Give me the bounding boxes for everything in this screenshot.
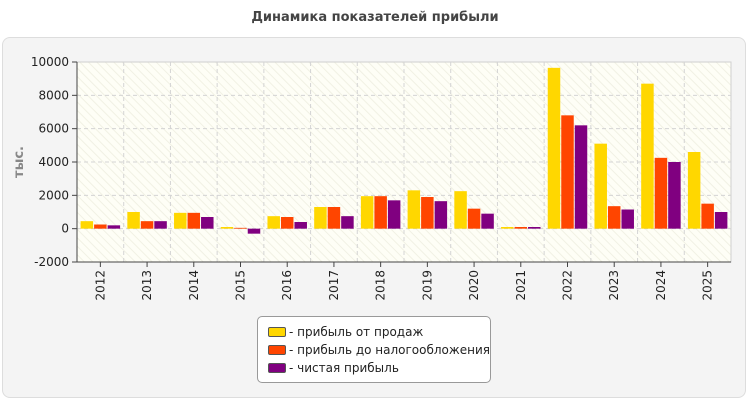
legend-item: - чистая прибыль bbox=[268, 359, 490, 377]
bar-2-2019 bbox=[421, 197, 434, 229]
bar-2-2018 bbox=[374, 196, 387, 229]
legend-swatch bbox=[268, 327, 286, 337]
x-tick-label: 2018 bbox=[374, 270, 388, 301]
bar-2-2022 bbox=[561, 115, 574, 229]
bar-2-2013 bbox=[140, 221, 154, 229]
bar-1-2016 bbox=[267, 216, 280, 229]
bar-2-2017 bbox=[327, 207, 341, 229]
bar-3-2023 bbox=[621, 209, 634, 229]
chart-title: Динамика показателей прибыли bbox=[251, 10, 499, 25]
x-tick-label: 2012 bbox=[93, 270, 107, 301]
bar-3-2024 bbox=[668, 162, 681, 229]
x-tick-label: 2014 bbox=[187, 270, 201, 301]
bar-1-2019 bbox=[407, 190, 421, 229]
bar-2-2024 bbox=[654, 157, 668, 229]
bar-1-2012 bbox=[80, 221, 94, 229]
bar-3-2015 bbox=[247, 228, 261, 234]
y-tick-label: 10000 bbox=[31, 55, 69, 69]
bar-1-2018 bbox=[360, 196, 374, 229]
bar-3-2021 bbox=[528, 227, 541, 229]
legend: - прибыль от продаж - прибыль до налогооб… bbox=[257, 316, 491, 383]
bar-2-2014 bbox=[187, 212, 201, 229]
bar-2-2020 bbox=[467, 208, 481, 229]
x-tick-label: 2017 bbox=[327, 270, 341, 301]
bar-2-2015 bbox=[234, 227, 247, 229]
x-tick-label: 2015 bbox=[234, 270, 248, 301]
bar-3-2022 bbox=[574, 125, 588, 229]
bar-1-2015 bbox=[220, 227, 234, 229]
bar-3-2025 bbox=[714, 212, 728, 229]
bar-2-2012 bbox=[94, 224, 107, 229]
bar-3-2019 bbox=[434, 201, 448, 229]
x-tick-label: 2020 bbox=[467, 270, 481, 301]
y-tick-label: 2000 bbox=[38, 188, 69, 202]
bar-1-2020 bbox=[454, 191, 467, 229]
y-tick-label: 4000 bbox=[38, 155, 69, 169]
legend-item: - прибыль от продаж bbox=[268, 323, 490, 341]
x-tick-label: 2022 bbox=[561, 270, 575, 301]
y-tick-label: -2000 bbox=[34, 255, 69, 269]
y-tick-label: 6000 bbox=[38, 122, 69, 136]
x-tick-label: 2021 bbox=[514, 270, 528, 301]
x-tick-label: 2023 bbox=[607, 270, 621, 301]
legend-label: - чистая прибыль bbox=[289, 361, 399, 375]
bar-3-2012 bbox=[107, 225, 121, 229]
bar-1-2024 bbox=[641, 83, 654, 229]
bar-1-2014 bbox=[174, 212, 187, 229]
x-tick-label: 2025 bbox=[701, 270, 715, 301]
y-axis-label: тыс. bbox=[12, 146, 27, 178]
bar-2-2016 bbox=[280, 217, 294, 229]
x-tick-label: 2024 bbox=[654, 270, 668, 301]
y-tick-label: 8000 bbox=[38, 88, 69, 102]
bar-1-2021 bbox=[501, 227, 514, 229]
x-tick-label: 2019 bbox=[420, 270, 434, 301]
bar-3-2013 bbox=[154, 221, 167, 229]
bar-3-2017 bbox=[341, 216, 354, 229]
bar-1-2017 bbox=[314, 207, 327, 229]
bar-2-2021 bbox=[514, 227, 528, 229]
bar-1-2023 bbox=[594, 143, 607, 229]
y-tick-label: 0 bbox=[61, 222, 69, 236]
bar-3-2016 bbox=[294, 222, 307, 229]
bar-1-2013 bbox=[127, 212, 140, 229]
x-tick-label: 2016 bbox=[280, 270, 294, 301]
bar-2-2025 bbox=[701, 203, 714, 229]
legend-label: - прибыль от продаж bbox=[289, 325, 424, 339]
x-tick-label: 2013 bbox=[140, 270, 154, 301]
bar-1-2022 bbox=[547, 67, 561, 229]
bar-3-2014 bbox=[201, 217, 214, 229]
legend-swatch bbox=[268, 363, 286, 373]
legend-item: - прибыль до налогообложения bbox=[268, 341, 490, 359]
legend-swatch bbox=[268, 345, 286, 355]
legend-label: - прибыль до налогообложения bbox=[289, 343, 490, 357]
bar-1-2025 bbox=[687, 152, 701, 229]
bar-3-2020 bbox=[481, 213, 494, 229]
bar-2-2023 bbox=[607, 206, 621, 229]
bar-3-2018 bbox=[387, 200, 401, 229]
